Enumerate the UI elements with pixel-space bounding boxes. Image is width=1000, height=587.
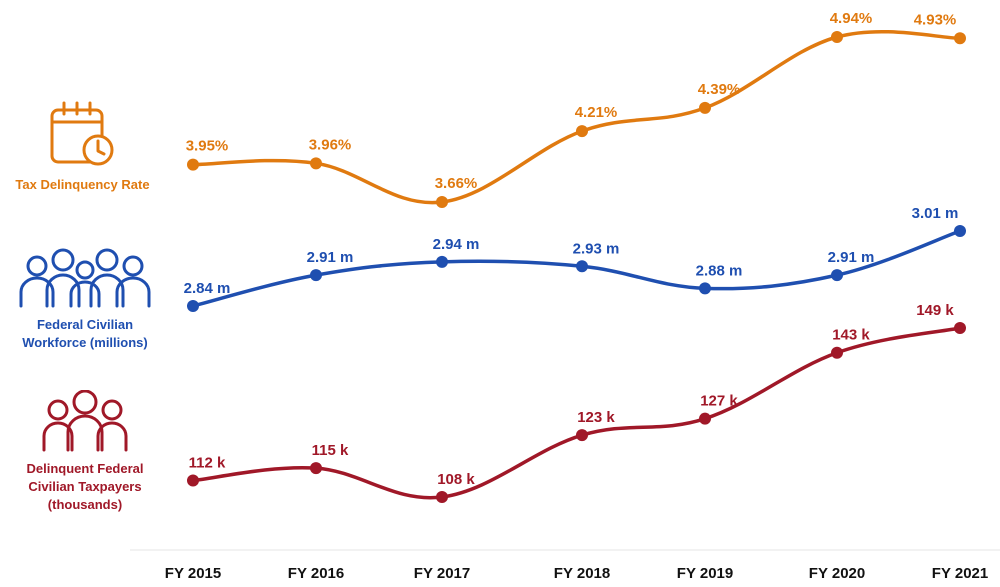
data-point — [954, 322, 966, 334]
data-point — [436, 196, 448, 208]
legend-label-delinquent-federal-civilian-taxpayers: Delinquent Federal Civilian Taxpayers (t… — [26, 461, 144, 512]
series-2: 112 k 115 k 108 k 123 k 127 k 143 k 149 k — [187, 302, 966, 503]
legend-federal-civilian-workforce: Federal Civilian Workforce (millions) — [0, 248, 170, 352]
data-point — [954, 225, 966, 237]
calendar-clock-icon — [50, 101, 113, 166]
data-point — [831, 269, 843, 282]
series-layer: 3.95% 3.96% 3.66% 4.21% 4.39% 4.94% 4.93% 2.84 … — [184, 10, 966, 503]
data-label: 112 k — [189, 455, 226, 472]
x-tick-label: FY 2021 — [932, 565, 988, 582]
x-axis-ticks: FY 2015 FY 2016 FY 2017 FY 2018 FY 2019 FY 20… — [165, 565, 988, 582]
x-tick-label: FY 2016 — [288, 565, 344, 582]
data-label: 2.88 m — [696, 262, 743, 279]
legend-label-federal-civilian-workforce: Federal Civilian Workforce (millions) — [22, 317, 148, 350]
data-label: 3.95% — [186, 138, 229, 155]
data-point — [699, 412, 711, 425]
x-tick-label: FY 2020 — [809, 565, 865, 582]
data-label: 2.84 m — [184, 280, 231, 297]
data-label: 2.91 m — [307, 249, 354, 266]
data-label: 4.93% — [914, 11, 957, 28]
series-1: 2.84 m 2.91 m 2.94 m 2.93 m 2.88 m 2.91 m 3.01… — [184, 205, 966, 312]
data-label: 3.66% — [435, 175, 478, 192]
people-group-icon — [19, 248, 151, 308]
data-point — [576, 260, 588, 273]
data-point — [699, 101, 711, 114]
data-point — [831, 31, 843, 43]
data-point — [187, 474, 199, 487]
data-label: 149 k — [916, 302, 954, 319]
x-tick-label: FY 2018 — [554, 565, 610, 582]
series-0: 3.95% 3.96% 3.66% 4.21% 4.39% 4.94% 4.93% — [186, 10, 966, 208]
data-point — [310, 462, 322, 475]
people-group-icon — [42, 390, 128, 452]
data-label: 143 k — [832, 327, 870, 344]
data-point — [436, 491, 448, 503]
data-point — [187, 158, 199, 171]
data-point — [576, 125, 588, 138]
data-label: 127 k — [700, 393, 738, 410]
legend-tax-delinquency-rate: Tax Delinquency Rate — [0, 100, 165, 194]
data-label: 3.01 m — [912, 205, 959, 222]
data-label: 4.94% — [830, 10, 873, 27]
data-point — [310, 157, 322, 170]
x-tick-label: FY 2017 — [414, 565, 470, 582]
data-point — [436, 255, 448, 268]
data-point — [954, 32, 966, 45]
data-point — [831, 346, 843, 359]
legend-delinquent-federal-civilian-taxpayers: Delinquent Federal Civilian Taxpayers (t… — [0, 390, 170, 514]
data-label: 4.39% — [698, 81, 741, 98]
data-point — [699, 282, 711, 295]
legend-label-tax-delinquency-rate: Tax Delinquency Rate — [15, 177, 150, 192]
data-point — [310, 269, 322, 282]
x-tick-label: FY 2019 — [677, 565, 733, 582]
data-label: 115 k — [312, 442, 349, 459]
data-label: 2.93 m — [573, 240, 620, 257]
data-label: 2.91 m — [828, 249, 875, 266]
data-point — [576, 429, 588, 442]
data-label: 3.96% — [309, 136, 352, 153]
data-point — [187, 300, 199, 312]
data-label: 123 k — [577, 409, 615, 426]
data-label: 2.94 m — [433, 236, 480, 253]
data-label: 4.21% — [575, 104, 618, 121]
x-tick-label: FY 2015 — [165, 565, 221, 582]
data-label: 108 k — [437, 471, 475, 488]
